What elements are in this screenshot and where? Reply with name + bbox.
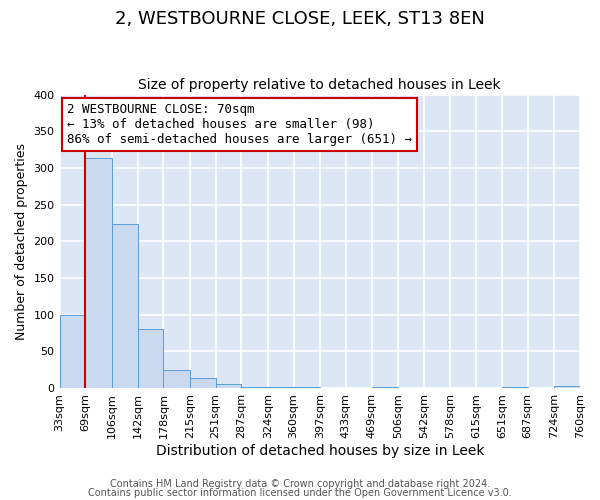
Bar [85,158,112,388]
Bar [215,384,241,388]
X-axis label: Distribution of detached houses by size in Leek: Distribution of detached houses by size … [155,444,484,458]
Text: 2, WESTBOURNE CLOSE, LEEK, ST13 8EN: 2, WESTBOURNE CLOSE, LEEK, ST13 8EN [115,10,485,28]
Bar [137,330,163,388]
Text: Contains public sector information licensed under the Open Government Licence v3: Contains public sector information licen… [88,488,512,498]
Bar [241,387,268,388]
Bar [371,387,398,388]
Text: 2 WESTBOURNE CLOSE: 70sqm
← 13% of detached houses are smaller (98)
86% of semi-: 2 WESTBOURNE CLOSE: 70sqm ← 13% of detac… [67,104,412,146]
Text: Contains HM Land Registry data © Crown copyright and database right 2024.: Contains HM Land Registry data © Crown c… [110,479,490,489]
Y-axis label: Number of detached properties: Number of detached properties [15,143,28,340]
Bar [554,386,580,388]
Bar [59,314,85,388]
Bar [293,387,320,388]
Bar [163,370,190,388]
Bar [112,224,137,388]
Bar [268,387,293,388]
Bar [502,387,528,388]
Bar [190,378,215,388]
Title: Size of property relative to detached houses in Leek: Size of property relative to detached ho… [139,78,501,92]
